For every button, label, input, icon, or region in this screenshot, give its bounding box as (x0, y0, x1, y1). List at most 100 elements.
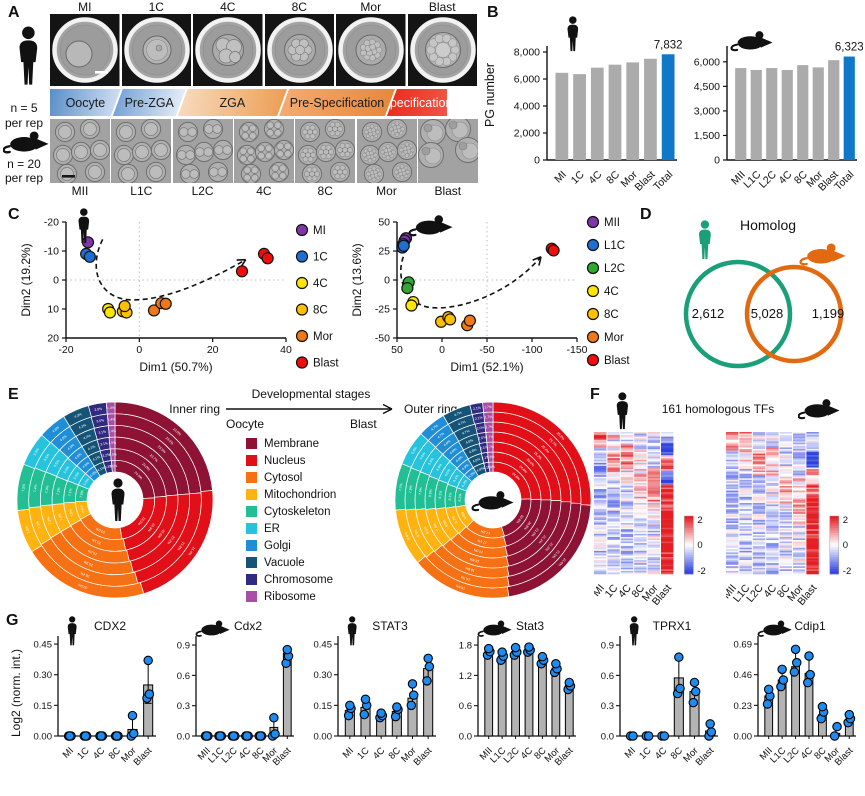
heatmap-cell (607, 453, 620, 456)
heatmap-cell (739, 469, 752, 471)
venn-mouse-circle (744, 264, 844, 364)
heatmap-cell (806, 524, 819, 527)
heatmap-cell (806, 486, 819, 488)
heatmap-cell (739, 435, 752, 437)
heatmap-cell (779, 472, 792, 474)
heatmap-cell (607, 501, 620, 504)
heatmap-cell (726, 566, 739, 569)
heatmap-cell (634, 550, 647, 553)
heatmap-cell (620, 506, 634, 508)
data-dot (689, 677, 700, 688)
heatmap-cell (779, 567, 792, 570)
heatmap-cell (647, 447, 660, 450)
heatmap-cell (634, 523, 647, 525)
heatmap-cell (766, 530, 779, 533)
heatmap-cell (607, 441, 620, 444)
heatmap-cell (661, 564, 674, 567)
heatmap-cell (766, 519, 779, 522)
heatmap-cell (752, 487, 766, 490)
heatmap-cell (634, 464, 647, 467)
blastomere (271, 164, 279, 172)
heatmap-cell (607, 507, 620, 510)
heatmap-cell (620, 442, 634, 445)
wedge-value-label: 24.6% (511, 472, 521, 482)
heatmap-cell (607, 544, 620, 547)
mouse-icon-tail (408, 228, 417, 237)
wedge-value-label: 1.8% (487, 455, 495, 459)
wedge-value-label: 5.5% (83, 478, 91, 487)
heatmap-cell (766, 552, 779, 555)
heatmap-cell (752, 563, 766, 566)
heatmap-cell (661, 527, 674, 530)
legend-marker-1C (295, 250, 309, 263)
heatmap-cell (806, 518, 819, 521)
heatmap-cell (752, 510, 766, 513)
heatmap-cell (793, 441, 806, 444)
colorbar-tick-label: 2 (697, 515, 702, 526)
colorbar-step (829, 552, 839, 556)
human-embryo-image-Blast (407, 14, 477, 86)
heatmap-cell (607, 526, 620, 528)
heatmap-cell (726, 496, 739, 499)
heatmap-cell (806, 564, 819, 567)
human-embryo-image-8C (264, 14, 334, 86)
heatmap-cell (779, 490, 792, 493)
heatmap-cell (607, 479, 620, 482)
heatmap-cell (661, 543, 674, 545)
heatmap-cell (620, 509, 634, 512)
heatmap-cell (752, 453, 766, 456)
heatmap-cell (607, 503, 620, 505)
heatmap-cell (620, 482, 634, 485)
heatmap-cell (594, 475, 607, 478)
heatmap-cell (594, 544, 607, 547)
heatmap-cell (594, 566, 607, 569)
data-dot (777, 664, 787, 675)
legend-label: Cytoskeleton (264, 505, 331, 518)
mouse-embryo-image-8C (295, 119, 356, 183)
x-tick-label: Blast (132, 745, 155, 768)
heatmap-cell (779, 452, 792, 454)
blastomere (337, 147, 344, 153)
human-embryo-image-Mor (336, 14, 406, 86)
heatmap-cell (752, 493, 766, 496)
heatmap-cell (726, 524, 739, 527)
heatmap-cell (634, 484, 647, 487)
oocyte-label: Oocyte (226, 417, 265, 431)
mouse-icon-tail (757, 630, 764, 637)
blastomere (176, 150, 187, 160)
heatmap-cell (661, 524, 674, 527)
heatmap-cell (806, 453, 819, 456)
heatmap-cell (607, 467, 620, 470)
blastomere (306, 175, 313, 182)
point-Blast (547, 244, 560, 257)
heatmap-cell (779, 439, 792, 442)
arrowhead (532, 256, 542, 261)
heatmap-cell (752, 538, 766, 541)
morula-cell (399, 164, 404, 169)
heatmap-cell (661, 512, 674, 515)
heatmap-cell (739, 516, 752, 519)
heatmap-cell (594, 526, 607, 528)
heatmap-cell (779, 507, 792, 510)
data-dot (628, 731, 638, 741)
heatmap-cell (739, 461, 752, 464)
heatmap-cell (726, 495, 739, 498)
heatmap-cell (766, 492, 779, 495)
heatmap-cell (752, 513, 766, 516)
blastomere (310, 152, 317, 158)
heatmap-cell (620, 459, 634, 462)
heatmap-cell (661, 455, 674, 457)
heatmap-cell (661, 461, 674, 464)
heatmap-cell (620, 540, 634, 542)
heatmap-cell (594, 439, 607, 442)
heatmap-cell (726, 479, 739, 482)
heatmap-cell (806, 475, 819, 478)
heatmap-cell (779, 447, 792, 450)
heatmap-cell (634, 530, 647, 533)
wedge-value-label: 4.7% (457, 420, 466, 427)
heatmap-cell (726, 447, 739, 450)
heatmap-cell (607, 538, 620, 541)
heatmap-cell (594, 461, 607, 464)
human-n-label: n = 5 (10, 101, 38, 115)
heatmap-cell (594, 498, 607, 501)
